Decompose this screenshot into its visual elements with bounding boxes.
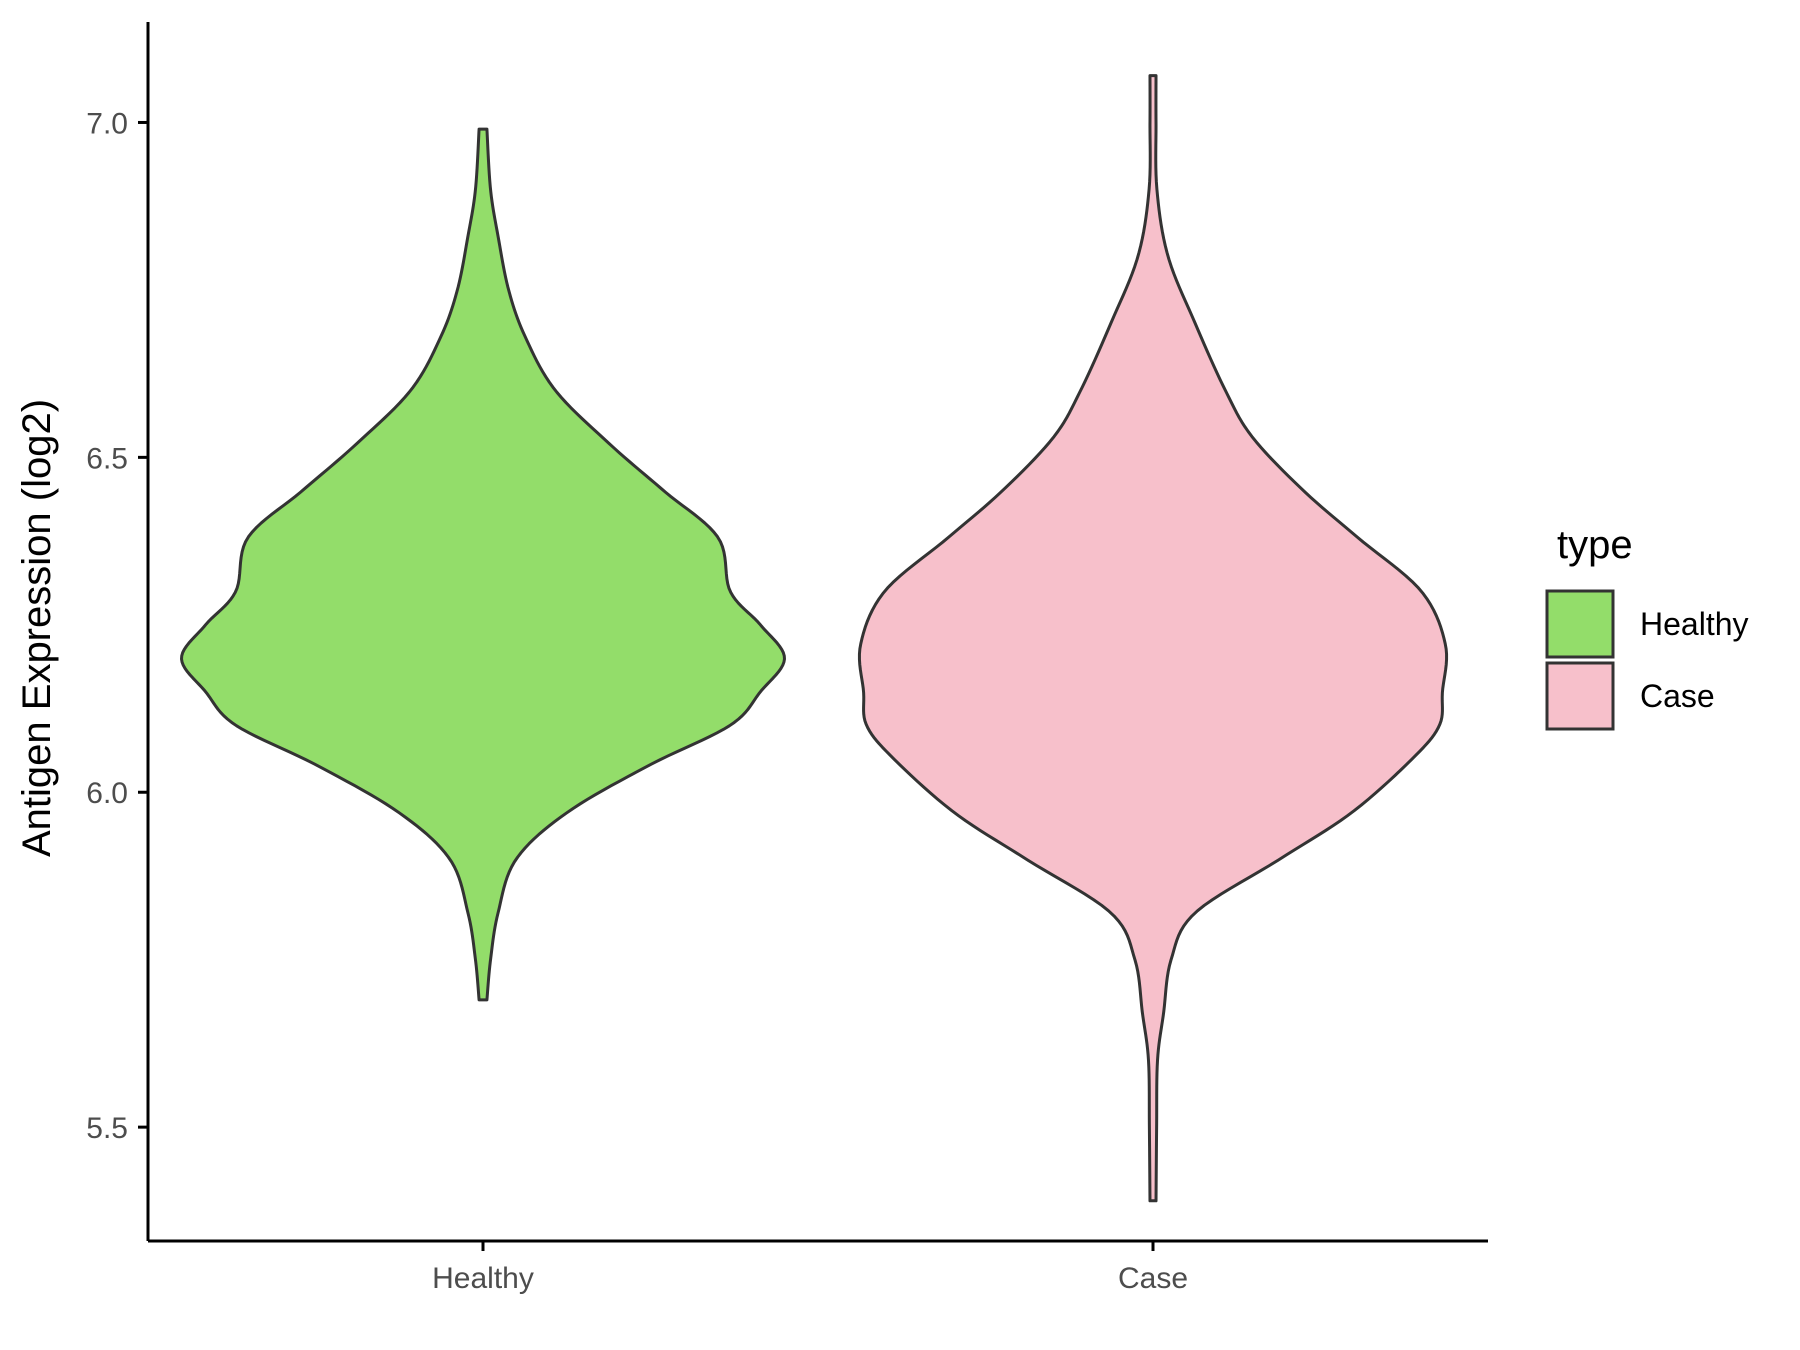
- y-axis-ticks: 5.5 6.0 6.5 7.0: [86, 107, 148, 1145]
- y-tick-label: 7.0: [86, 107, 128, 140]
- legend-swatch-case: [1545, 661, 1615, 731]
- legend-entries: Healthy Case: [1545, 589, 1749, 731]
- x-tick-label: Case: [1118, 1262, 1188, 1295]
- y-tick-label: 6.0: [86, 777, 128, 810]
- violin-layer: [180, 74, 1449, 1203]
- legend-title: type: [1557, 523, 1633, 567]
- violin-healthy: [180, 127, 786, 1002]
- legend-label-case: Case: [1640, 678, 1715, 714]
- y-tick-label: 6.5: [86, 442, 128, 475]
- y-tick-label: 5.5: [86, 1112, 128, 1145]
- y-axis-title: Antigen Expression (log2): [15, 399, 59, 857]
- x-tick-label: Healthy: [432, 1262, 534, 1295]
- x-axis-ticks: Healthy Case: [432, 1241, 1188, 1295]
- legend-label-healthy: Healthy: [1640, 606, 1749, 642]
- legend: type Healthy Case: [1545, 523, 1749, 731]
- violin-case: [857, 74, 1449, 1203]
- legend-swatch-healthy: [1545, 589, 1615, 659]
